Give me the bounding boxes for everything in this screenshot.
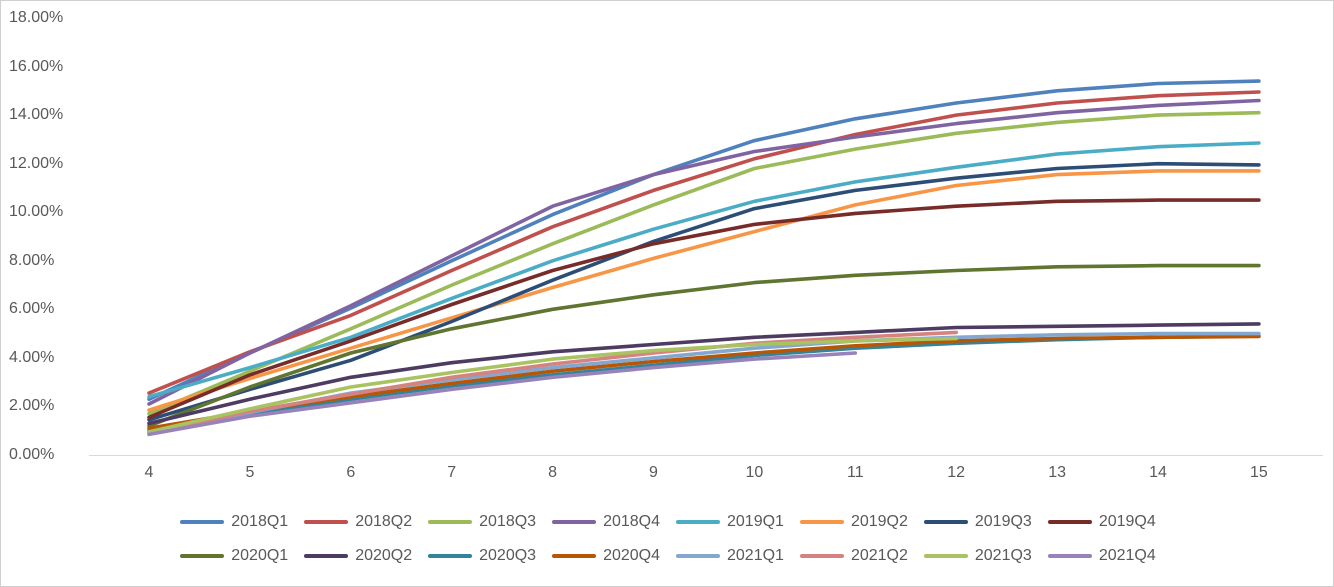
- y-tick-label: 0.00%: [9, 446, 55, 463]
- x-tick-label: 9: [649, 464, 658, 481]
- legend-label: 2018Q4: [603, 513, 660, 530]
- legend-label: 2019Q3: [974, 513, 1032, 530]
- series-line-2020Q1[interactable]: [147, 263, 1261, 428]
- legend-label: 2021Q2: [850, 547, 908, 564]
- legend-item-2021Q3[interactable]: 2021Q3: [923, 547, 1032, 565]
- series-line-2019Q2[interactable]: [147, 169, 1261, 412]
- legend-row-1: 2018Q1 2018Q2 2018Q3 2018Q4 2019Q1 2019Q2 2019…: [1, 509, 1333, 535]
- legend-swatch: [799, 554, 844, 558]
- series-line-2021Q4[interactable]: [147, 351, 858, 437]
- series-line-2018Q1[interactable]: [147, 79, 1261, 402]
- legend-swatch: [552, 520, 597, 524]
- x-tick-label: 13: [1048, 464, 1066, 481]
- legend-item-2019Q4[interactable]: 2019Q4: [1047, 513, 1156, 531]
- legend-swatch: [676, 554, 720, 558]
- y-tick-label: 16.00%: [9, 57, 64, 75]
- x-tick-label: 11: [846, 464, 864, 481]
- series-line-2021Q2[interactable]: [147, 330, 959, 435]
- series-line-2019Q4[interactable]: [147, 198, 1261, 420]
- legend-label: 2018Q1: [231, 513, 289, 530]
- legend-swatch: [428, 554, 473, 558]
- legend-item-2021Q2[interactable]: 2021Q2: [799, 547, 908, 565]
- legend-label: 2019Q1: [727, 513, 784, 530]
- y-tick-label: 6.00%: [9, 300, 55, 318]
- x-tick-label: 7: [447, 464, 457, 481]
- legend-item-2021Q1[interactable]: 2021Q1: [676, 547, 784, 565]
- legend-swatch: [304, 554, 349, 558]
- legend-row-2: 2020Q1 2020Q2 2020Q3 2020Q4 2021Q1 2021Q2 2021…: [1, 543, 1333, 569]
- y-tick-label: 4.00%: [9, 348, 55, 366]
- legend-item-2020Q3[interactable]: 2020Q3: [428, 547, 536, 565]
- x-tick-label: 15: [1249, 464, 1268, 481]
- series-line-2018Q4[interactable]: [147, 98, 1261, 406]
- legend-item-2021Q4[interactable]: 2021Q4: [1047, 547, 1156, 565]
- x-tick-label: 10: [745, 464, 764, 481]
- x-tick-label: 4: [144, 464, 154, 481]
- series-line-2021Q3[interactable]: [147, 336, 959, 434]
- legend-label: 2021Q3: [974, 547, 1032, 564]
- legend-item-2018Q2[interactable]: 2018Q2: [304, 513, 412, 531]
- legend-swatch: [1047, 520, 1092, 524]
- legend-item-2018Q3[interactable]: 2018Q3: [428, 513, 536, 531]
- x-tick-label: 12: [947, 464, 966, 481]
- legend-label: 2019Q2: [850, 513, 908, 530]
- legend-label: 2018Q2: [355, 513, 413, 530]
- x-tick-label: 6: [346, 464, 356, 481]
- legend-swatch: [676, 520, 720, 524]
- legend-label: 2021Q4: [1098, 547, 1156, 564]
- y-tick-label: 12.00%: [9, 154, 64, 172]
- legend-swatch: [180, 554, 225, 558]
- legend-swatch: [923, 520, 968, 524]
- legend-swatch: [304, 520, 349, 524]
- legend-label: 2020Q1: [231, 547, 289, 564]
- legend-swatch: [428, 520, 473, 524]
- legend-label: 2020Q2: [355, 547, 413, 564]
- x-tick-label: 5: [245, 464, 255, 481]
- series-line-2020Q2[interactable]: [147, 322, 1261, 426]
- y-tick-label: 10.00%: [9, 203, 64, 221]
- legend-swatch: [552, 554, 597, 558]
- legend-swatch: [180, 520, 225, 524]
- legend-swatch: [799, 520, 844, 524]
- legend-item-2020Q4[interactable]: 2020Q4: [552, 547, 660, 565]
- y-tick-label: 8.00%: [9, 251, 55, 269]
- legend-label: 2018Q3: [479, 513, 537, 530]
- x-tick-label: 14: [1149, 464, 1167, 481]
- legend-label: 2019Q4: [1098, 513, 1156, 530]
- series-line-2019Q1[interactable]: [147, 141, 1261, 399]
- legend-item-2019Q1[interactable]: 2019Q1: [676, 513, 784, 531]
- legend-item-2018Q1[interactable]: 2018Q1: [180, 513, 288, 531]
- legend-swatch: [1047, 554, 1092, 558]
- legend-item-2020Q2[interactable]: 2020Q2: [304, 547, 412, 565]
- legend-item-2018Q4[interactable]: 2018Q4: [552, 513, 660, 531]
- x-tick-label: 8: [548, 464, 558, 481]
- legend-label: 2020Q4: [603, 547, 660, 564]
- legend-item-2020Q1[interactable]: 2020Q1: [180, 547, 288, 565]
- series-line-2020Q4[interactable]: [147, 334, 1261, 431]
- legend-label: 2021Q1: [727, 547, 784, 564]
- y-tick-label: 2.00%: [9, 397, 55, 415]
- series-line-2018Q2[interactable]: [147, 90, 1261, 395]
- series-line-2018Q3[interactable]: [147, 110, 1261, 416]
- y-tick-label: 18.00%: [9, 9, 64, 26]
- legend-item-2019Q3[interactable]: 2019Q3: [923, 513, 1032, 531]
- y-tick-label: 14.00%: [9, 106, 64, 124]
- legend-swatch: [923, 554, 968, 558]
- legend-label: 2020Q3: [479, 547, 537, 564]
- legend-item-2019Q2[interactable]: 2019Q2: [799, 513, 908, 531]
- series-line-2019Q3[interactable]: [147, 161, 1261, 422]
